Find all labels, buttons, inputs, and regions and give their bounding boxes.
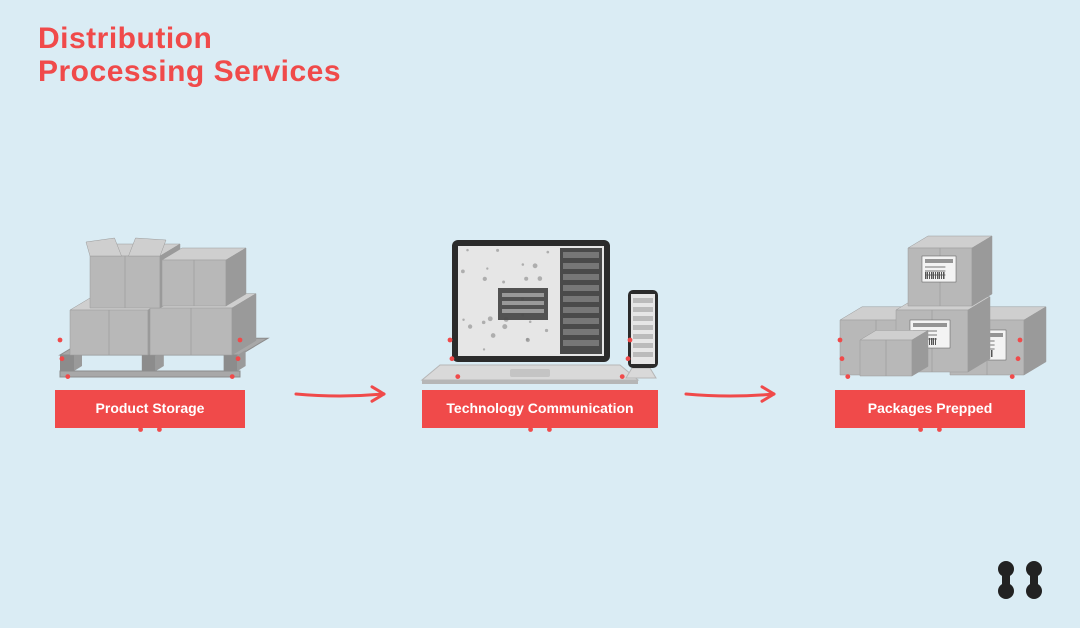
arrow-right-icon [290, 374, 400, 414]
arrow-2 [680, 374, 790, 414]
title-line1: Distribution [38, 22, 341, 55]
step-prepped: Packages Prepped [790, 170, 1070, 428]
arrow-right-icon [680, 374, 790, 414]
illustration-technology [410, 170, 670, 390]
page-title: Distribution Processing Services [38, 22, 341, 88]
label-prepped: Packages Prepped [835, 390, 1025, 428]
illustration-storage [20, 170, 280, 390]
steps-row: Product Storage Technology Communication… [0, 170, 1080, 428]
step-storage: Product Storage [10, 170, 290, 428]
brand-logo-icon [992, 559, 1052, 606]
step-technology: Technology Communication [400, 170, 680, 428]
laptop-phone-icon [410, 170, 670, 390]
label-technology: Technology Communication [422, 390, 657, 428]
arrow-1 [290, 374, 400, 414]
labeled-boxes-icon [800, 170, 1060, 390]
illustration-prepped [800, 170, 1060, 390]
title-line2: Processing Services [38, 55, 341, 88]
label-storage: Product Storage [55, 390, 245, 428]
infographic-canvas: Distribution Processing Services Product… [0, 0, 1080, 628]
boxes-on-pallet-icon [20, 170, 280, 390]
